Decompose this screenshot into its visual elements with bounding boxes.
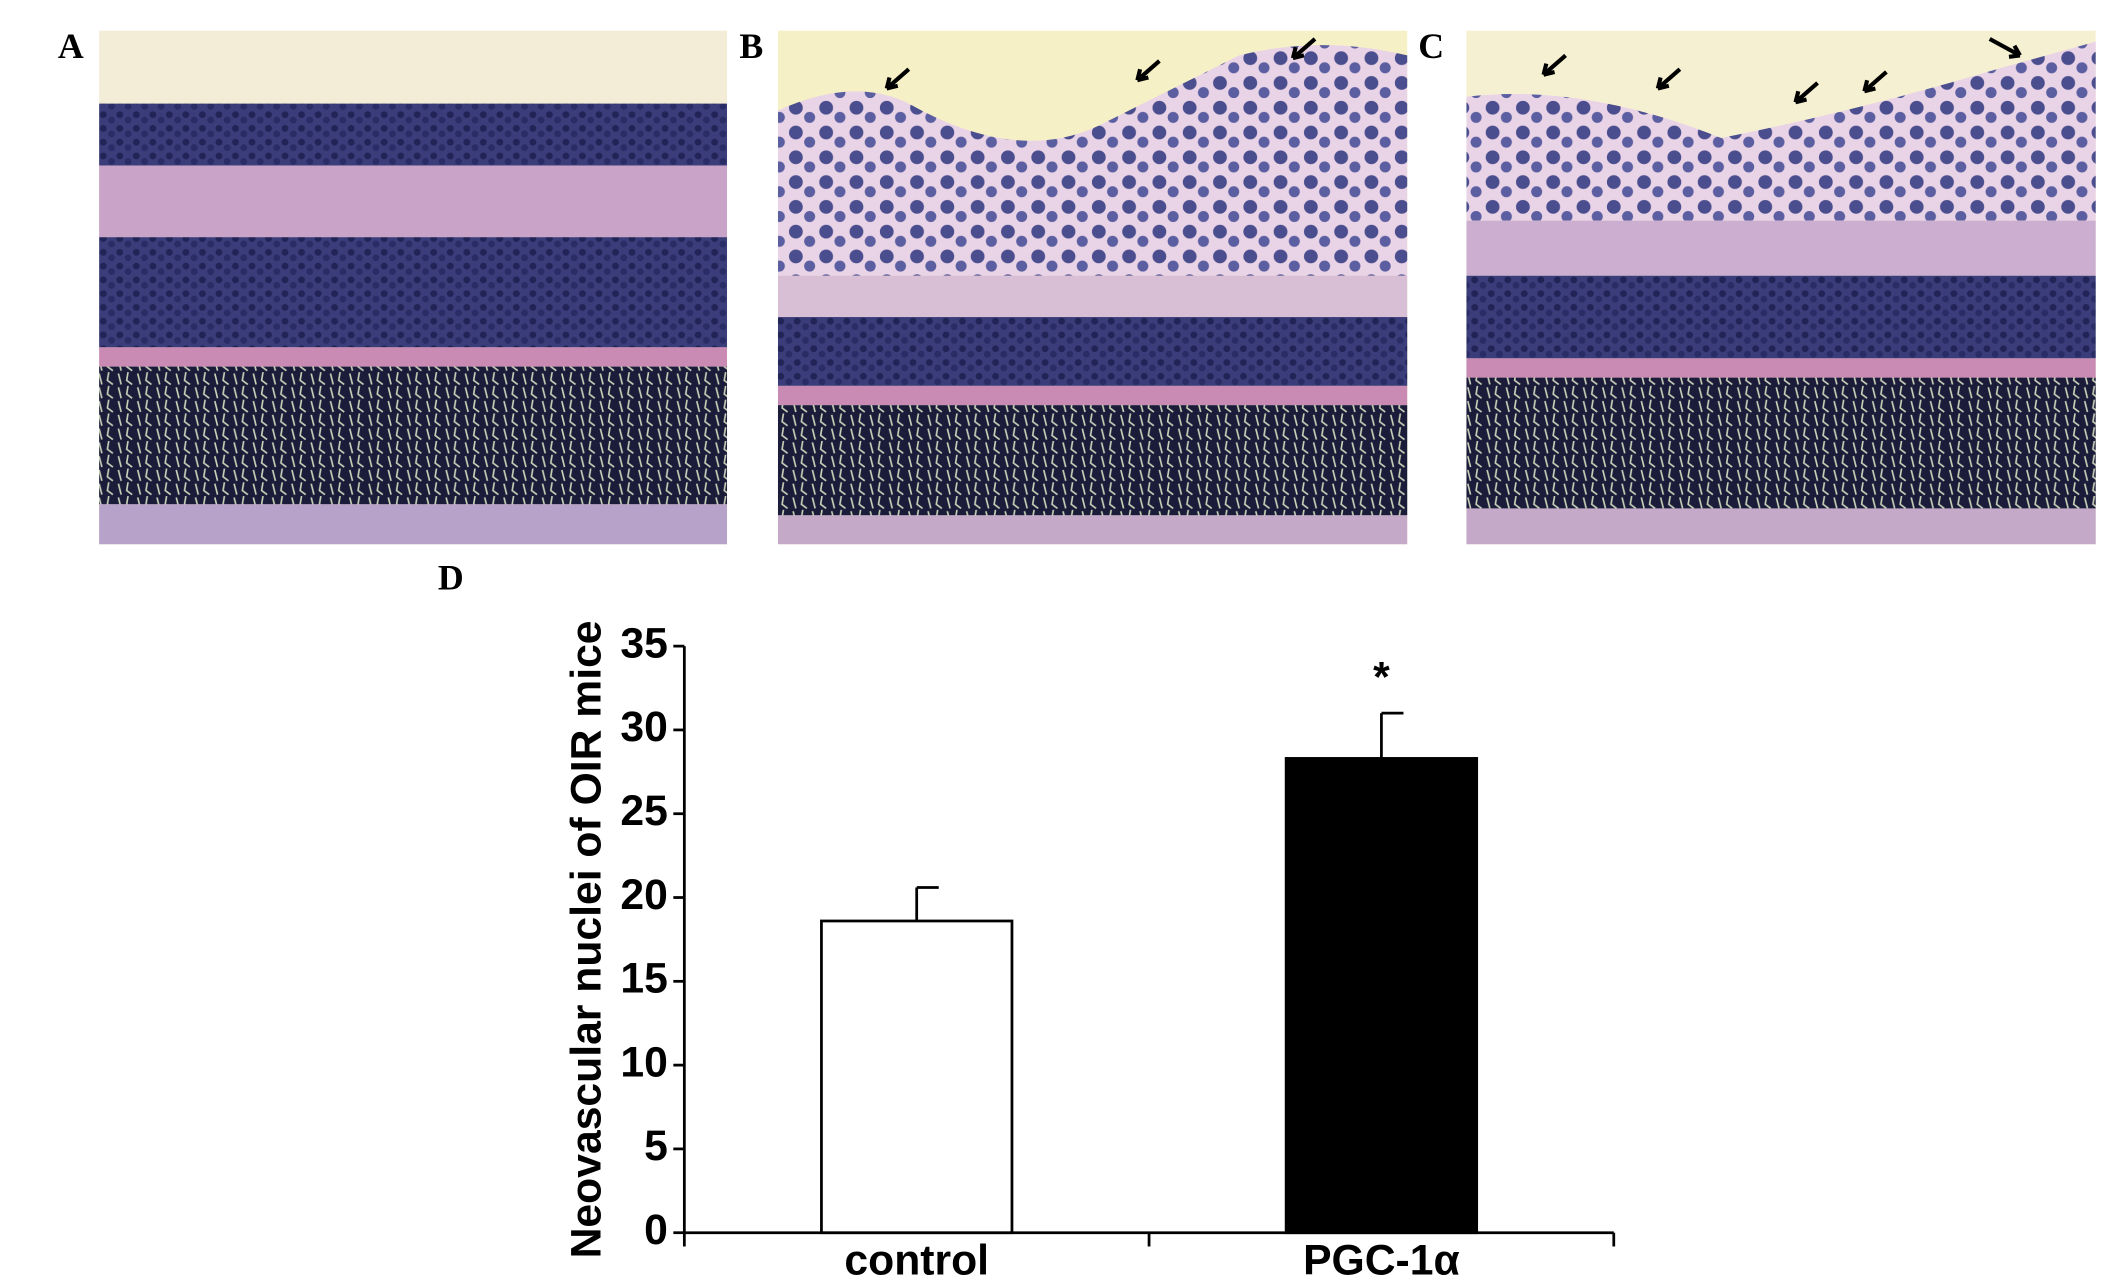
y-tick-label: 15	[620, 955, 667, 1003]
y-axis-label: Neovascular nuclei of OIR mice	[563, 620, 611, 1258]
micrograph-b	[777, 30, 1408, 545]
x-tick-label: control	[844, 1236, 989, 1284]
x-tick-label: PGC-1α	[1303, 1236, 1460, 1284]
y-tick-label: 5	[644, 1122, 668, 1170]
y-tick-label: 35	[620, 619, 667, 667]
y-tick-label: 30	[620, 703, 667, 751]
bar	[820, 919, 1014, 1235]
bar	[1284, 757, 1479, 1235]
y-tick-label: 0	[644, 1206, 668, 1254]
panel-label: B	[739, 26, 763, 66]
bar-chart: 0 5 10 15 20 25 30 35 control PGC-1α *	[620, 619, 1616, 1284]
y-tick-label: 10	[620, 1038, 667, 1086]
y-tick-label: 20	[620, 871, 667, 919]
micrograph-a	[99, 30, 728, 545]
micrograph-c	[1466, 30, 2096, 545]
y-tick-label: 25	[620, 787, 667, 835]
panel-label: C	[1418, 26, 1444, 66]
significance-annotation: *	[1373, 653, 1390, 701]
panel-label: A	[58, 26, 84, 66]
panel-label: D	[438, 558, 464, 598]
